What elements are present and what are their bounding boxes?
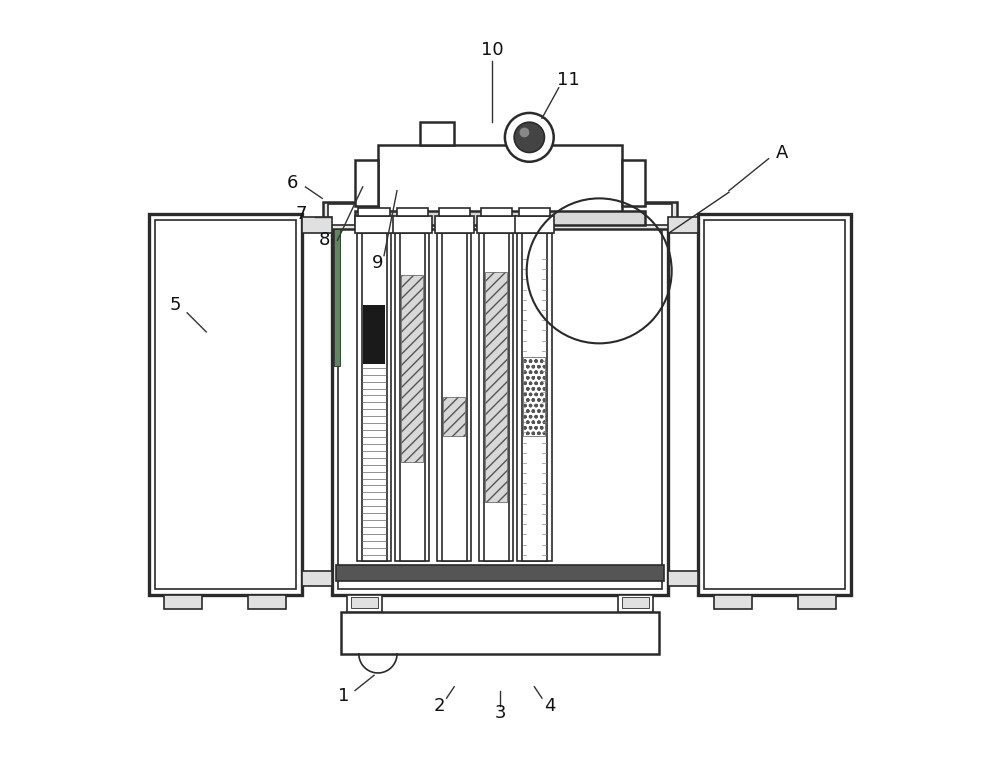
Bar: [435, 216, 474, 233]
Text: A: A: [776, 143, 788, 162]
Bar: [332, 214, 668, 595]
Bar: [515, 216, 554, 233]
Bar: [517, 233, 552, 561]
Bar: [484, 233, 509, 561]
Bar: [668, 571, 698, 586]
Text: 6: 6: [287, 174, 298, 192]
Text: 8: 8: [319, 231, 330, 250]
Bar: [357, 233, 391, 561]
Bar: [477, 216, 516, 233]
Bar: [704, 220, 845, 589]
Text: 4: 4: [544, 697, 555, 715]
Bar: [397, 208, 428, 216]
Bar: [358, 208, 390, 216]
Bar: [439, 208, 470, 216]
Bar: [420, 122, 454, 145]
Bar: [155, 220, 296, 589]
Text: 5: 5: [170, 296, 181, 314]
Bar: [479, 233, 513, 561]
Bar: [400, 233, 425, 561]
Bar: [355, 160, 378, 206]
Text: 7: 7: [296, 204, 307, 223]
Bar: [302, 217, 332, 233]
Bar: [149, 214, 302, 595]
Bar: [442, 233, 467, 561]
Bar: [363, 305, 385, 364]
Bar: [698, 214, 851, 595]
Bar: [618, 595, 653, 612]
Bar: [437, 233, 471, 561]
Bar: [302, 571, 332, 586]
Bar: [401, 275, 423, 462]
Circle shape: [520, 127, 529, 137]
Text: 11: 11: [557, 71, 580, 89]
Text: 1: 1: [338, 687, 349, 705]
Circle shape: [514, 122, 544, 153]
Text: 9: 9: [372, 254, 384, 272]
Bar: [341, 612, 659, 654]
Bar: [362, 233, 387, 561]
Bar: [323, 202, 677, 229]
Bar: [622, 597, 649, 608]
Text: 2: 2: [433, 697, 445, 715]
Bar: [334, 229, 340, 366]
Bar: [378, 145, 622, 214]
Bar: [164, 595, 202, 609]
Bar: [336, 565, 664, 581]
Bar: [351, 597, 378, 608]
Text: 3: 3: [494, 704, 506, 723]
Bar: [522, 233, 547, 561]
Bar: [523, 357, 545, 436]
Bar: [338, 220, 662, 589]
Bar: [481, 208, 512, 216]
Bar: [443, 397, 465, 436]
Bar: [395, 233, 429, 561]
Bar: [485, 272, 507, 502]
Bar: [355, 216, 394, 233]
Bar: [328, 204, 672, 225]
Bar: [248, 595, 286, 609]
Bar: [714, 595, 752, 609]
Circle shape: [505, 113, 554, 162]
Bar: [393, 216, 432, 233]
Bar: [519, 208, 550, 216]
Text: 10: 10: [481, 40, 504, 59]
Bar: [798, 595, 836, 609]
Bar: [347, 595, 382, 612]
Bar: [622, 160, 645, 206]
Bar: [355, 211, 645, 225]
Bar: [668, 217, 698, 233]
